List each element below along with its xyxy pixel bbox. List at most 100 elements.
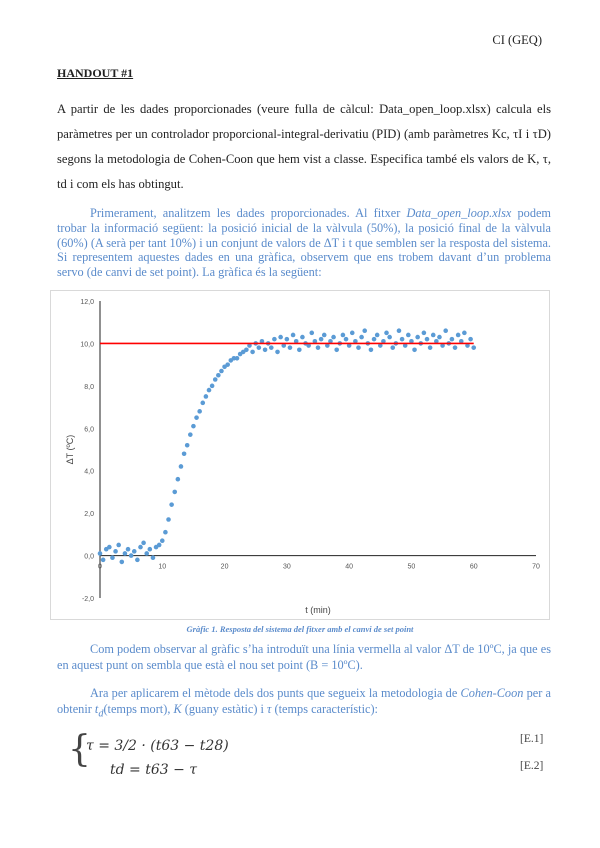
data-point [122, 551, 128, 556]
data-point [349, 330, 355, 336]
equation-2-label: [E.2] [520, 760, 544, 772]
x-axis-label: t (min) [305, 605, 331, 615]
data-point [315, 345, 321, 350]
data-point [325, 343, 330, 348]
data-point [318, 336, 324, 342]
data-point [181, 451, 187, 457]
data-point [203, 394, 209, 399]
data-point [175, 476, 181, 482]
data-point [390, 345, 396, 350]
data-point [443, 328, 448, 333]
data-point [212, 377, 218, 382]
data-point [163, 529, 168, 535]
k-symbol: K [173, 701, 182, 716]
data-point [159, 538, 165, 544]
data-point [430, 332, 436, 338]
data-point [396, 328, 402, 333]
data-point [331, 334, 336, 340]
text: (guany estàtic) i [181, 701, 268, 716]
paragraph-setpoint: Com podem observar al gràfic s’ha introd… [57, 642, 551, 672]
y-axis-label: ΔT (ºC) [65, 435, 75, 465]
y-tick-label: 10,0 [80, 341, 94, 348]
data-point [452, 345, 458, 350]
data-point [113, 549, 118, 554]
data-point [244, 347, 249, 353]
x-tick-label: 20 [221, 564, 229, 571]
data-point [281, 343, 287, 348]
data-point [406, 332, 411, 338]
data-point [421, 330, 427, 336]
data-point [297, 347, 302, 353]
data-point [300, 334, 305, 340]
data-point [144, 551, 150, 556]
data-point [247, 343, 252, 348]
text: (temps mort), [103, 701, 174, 716]
data-point [284, 336, 290, 342]
data-point [272, 336, 277, 342]
data-point [371, 336, 377, 342]
y-tick-label: 12,0 [80, 299, 94, 306]
data-point [216, 372, 221, 378]
data-point [368, 347, 374, 353]
data-point [362, 328, 368, 333]
x-tick-label: 10 [158, 564, 166, 571]
data-point [287, 345, 293, 350]
data-point [306, 343, 311, 348]
equation-1-label: [E.1] [520, 733, 544, 745]
data-point [309, 330, 315, 336]
data-point [321, 332, 327, 338]
text: podem trobar la informació següent: la p… [57, 206, 551, 280]
x-tick-label: 40 [345, 564, 353, 571]
scatter-chart: -2,0 0,0 2,0 4,0 6,0 8,0 10,0 12,0 0 10 20 30 40 50 60… [65, 299, 540, 615]
data-point [156, 542, 162, 548]
data-point [293, 339, 299, 344]
td-subscript: d [98, 707, 104, 719]
data-point [359, 334, 364, 340]
data-point [184, 442, 190, 448]
data-point [225, 362, 230, 367]
y-tick-label: 8,0 [84, 384, 94, 391]
data-point [200, 400, 206, 406]
data-point [440, 343, 445, 348]
data-point [424, 336, 430, 342]
data-point [250, 349, 255, 355]
course-header: CI (GEQ) [492, 33, 542, 47]
data-point [206, 387, 212, 393]
problem-statement: A partir de les dades proporcionades (ve… [57, 102, 551, 191]
data-point [125, 546, 131, 552]
td-symbol: t [94, 701, 99, 716]
data-point [278, 334, 283, 340]
data-point [412, 347, 417, 353]
data-point [131, 549, 137, 554]
data-point [312, 339, 318, 344]
x-tick-label: 30 [283, 564, 291, 571]
data-point [194, 415, 199, 420]
data-point [275, 349, 280, 355]
data-point [377, 343, 383, 348]
data-point [449, 336, 455, 342]
chart-container: -2,0 0,0 2,0 4,0 6,0 8,0 10,0 12,0 0 10 20 30 40 50 60… [50, 290, 550, 620]
data-point [169, 502, 174, 507]
text: Primerament, analitzem les dades proporc… [90, 206, 407, 220]
data-point [334, 347, 339, 353]
data-point [346, 343, 352, 348]
data-point [262, 347, 268, 353]
paragraph-analysis: Primerament, analitzem les dades proporc… [57, 206, 551, 280]
x-tick-label: 70 [532, 564, 540, 571]
data-point [458, 339, 464, 344]
data-point [191, 423, 196, 429]
y-tick-label: 4,0 [84, 469, 94, 476]
data-point [384, 330, 389, 336]
data-point [455, 332, 461, 338]
data-point [290, 332, 296, 338]
data-point [353, 339, 358, 344]
x-tick-label: 60 [470, 564, 478, 571]
y-tick-label: -2,0 [82, 596, 94, 603]
data-point [128, 553, 134, 558]
data-point [340, 332, 346, 338]
tau-symbol: τ [267, 701, 272, 716]
data-point [172, 489, 178, 495]
data-point [381, 339, 386, 344]
data-point [197, 409, 202, 414]
data-point [256, 345, 262, 350]
